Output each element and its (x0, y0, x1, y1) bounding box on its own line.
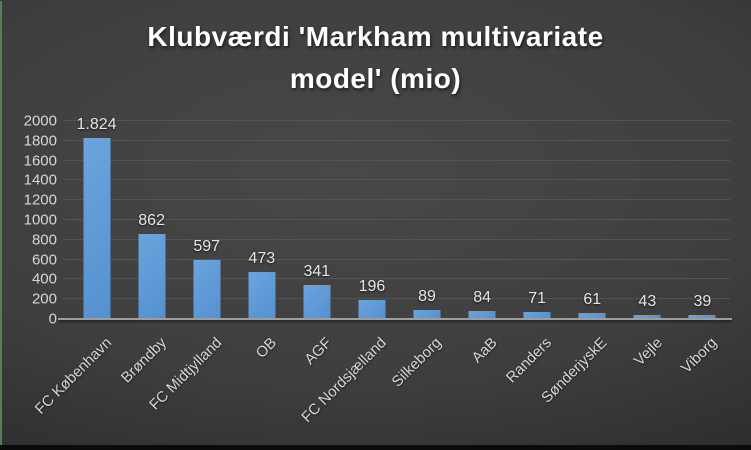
y-axis-label: 1000 (23, 211, 57, 229)
x-axis-slot: AaB (455, 327, 510, 437)
y-axis-label: 1200 (23, 191, 57, 209)
slide-left-edge-accent (0, 1, 2, 445)
bar-value-label: 196 (358, 277, 386, 295)
y-axis-label: 1600 (23, 152, 57, 170)
bar (578, 312, 606, 319)
gridline (63, 199, 730, 201)
bar (468, 310, 496, 319)
bar-slot: 1.824 (69, 117, 124, 319)
x-axis-label: Randers (503, 334, 556, 387)
bar-slot: 71 (510, 121, 565, 319)
y-axis-label: 1400 (23, 171, 57, 189)
gridline (63, 219, 730, 220)
y-axis-label: 1800 (23, 132, 57, 150)
bar-slot: 84 (455, 121, 510, 319)
bar (358, 299, 386, 319)
bar-slot: 862 (124, 121, 179, 319)
bar (248, 272, 276, 319)
x-axis-label: AGF (301, 334, 336, 369)
y-axis-label: 800 (31, 231, 57, 249)
bar-value-label: 39 (693, 293, 712, 311)
bar-slot: 196 (344, 121, 399, 319)
x-axis-slot: FC Midtjylland (146, 327, 234, 437)
bar-value-label: 71 (528, 289, 547, 307)
x-axis-label: Brøndby (117, 334, 170, 387)
x-axis-slot: SønderjyskE (538, 327, 620, 437)
bar-slot: 39 (675, 121, 730, 319)
x-axis-label: Vejle (630, 334, 666, 370)
y-axis-label: 400 (31, 270, 57, 288)
bars-row: 1.824 862 597 473 341 196 89 84 71 61 43 39 (69, 117, 730, 319)
bar-value-label: 43 (638, 292, 657, 310)
bar (138, 233, 166, 319)
gridline (63, 278, 730, 280)
bar-slot: 61 (565, 121, 620, 319)
chart-title-line1: Klubværdi 'Markham multivariate (147, 21, 604, 52)
gridlines (63, 120, 730, 319)
gridline (63, 179, 730, 181)
bar (688, 315, 716, 319)
x-axis-slot: Viborg (675, 327, 730, 437)
gridline (63, 258, 730, 260)
slide-bottom-edge (0, 445, 751, 450)
x-axis: FC København Brøndby FC Midtjylland OB AGF FC… (31, 327, 730, 437)
x-axis-label: Viborg (678, 334, 721, 377)
bar (303, 285, 331, 319)
bar-value-label: 84 (473, 288, 491, 306)
y-axis: 0 200 400 600 800 1000 1200 1400 1600 1800 2000 (0, 114, 57, 327)
bar (633, 314, 661, 319)
bar-value-label: 61 (583, 290, 602, 308)
y-axis-label: 600 (31, 251, 57, 269)
gridline (63, 159, 730, 161)
bar-value-label: 597 (193, 237, 221, 255)
chart-title-line2: model' (mio) (289, 63, 462, 94)
y-axis-label: 2000 (23, 112, 57, 130)
bar-slot: 43 (620, 121, 675, 319)
bar-value-label: 1.824 (76, 116, 117, 134)
gridline (63, 139, 730, 141)
x-axis-label: OB (252, 334, 281, 362)
bar (193, 259, 221, 319)
x-axis-slot: OB (234, 327, 289, 437)
x-axis-slot: Vejle (620, 327, 675, 437)
bar-value-label: 89 (418, 288, 436, 306)
bar (83, 138, 111, 319)
bar-slot: 473 (234, 121, 289, 319)
bar (523, 311, 551, 319)
bar-slot: 341 (289, 121, 344, 319)
x-axis-label: FC København (31, 334, 115, 418)
plot-area: 1.824 862 597 473 341 196 89 84 71 61 43 39 (58, 117, 732, 320)
x-axis-line (58, 318, 732, 320)
x-axis-slot: FC København (31, 327, 124, 437)
gridline (63, 120, 730, 121)
bar-value-label: 341 (303, 263, 331, 281)
bar-value-label: 473 (248, 250, 276, 268)
bar (413, 310, 441, 319)
x-axis-slot: Silkeborg (389, 327, 454, 437)
bar-slot: 89 (399, 121, 454, 319)
bar-value-label: 862 (138, 211, 165, 229)
y-axis-label: 200 (31, 290, 57, 308)
chart-title: Klubværdi 'Markham multivariate model' (… (0, 16, 751, 100)
gridline (63, 238, 730, 240)
x-axis-label: AaB (468, 334, 501, 367)
bar-slot: 597 (179, 121, 234, 319)
y-axis-label: 0 (48, 310, 57, 328)
gridline (63, 298, 730, 300)
